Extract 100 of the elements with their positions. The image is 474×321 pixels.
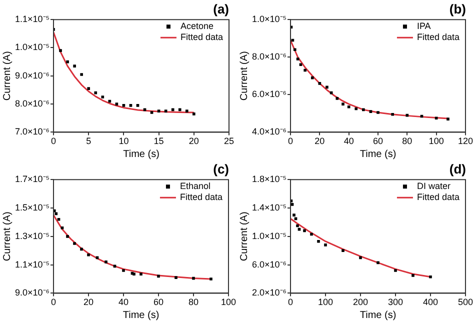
x-tick-label: 40 [344, 136, 354, 146]
point [324, 244, 327, 246]
point [342, 249, 344, 252]
point [80, 73, 83, 76]
x-tick-label: 0 [288, 297, 294, 308]
y-tick-label: 1.1×10⁻⁵ [14, 259, 50, 270]
y-tick-label: 1.3×10⁻⁵ [14, 230, 50, 241]
point [310, 76, 314, 80]
point [164, 110, 168, 112]
point [336, 97, 339, 100]
y-tick-label: 8.0×10⁻⁶ [252, 52, 287, 62]
x-tick-label: 80 [188, 297, 199, 308]
x-tick-label: 0 [288, 136, 294, 146]
point [317, 240, 320, 243]
x-tick-label: 10 [118, 136, 129, 146]
x-axis-title: Time (s) [123, 148, 160, 160]
x-tick-label: 100 [428, 136, 444, 146]
legend-label: Fitted data [180, 32, 224, 42]
point [296, 58, 300, 60]
legend-label: Fitted data [416, 192, 460, 202]
point [347, 105, 350, 108]
point [342, 102, 344, 106]
point [412, 274, 414, 277]
x-tick-label: 500 [458, 297, 474, 308]
y-tick-label: 9.0×10⁻⁶ [15, 70, 50, 80]
y-tick-label: 4.0×10⁻⁶ [252, 126, 287, 137]
point [60, 226, 64, 230]
point [391, 112, 394, 116]
point [293, 48, 296, 52]
legend-label: Acetone [180, 21, 214, 32]
legend-label: Fitted data [180, 192, 222, 202]
point [354, 107, 358, 110]
point [429, 275, 432, 278]
point [57, 218, 60, 221]
point [376, 111, 380, 114]
point [434, 116, 438, 120]
point [376, 261, 380, 264]
point [94, 91, 98, 94]
y-tick-label: 1.1×10⁻⁵ [14, 14, 50, 24]
x-tick-label: 20 [188, 136, 199, 146]
x-tick-label: 300 [388, 297, 404, 308]
y-tick-label: 1.7×10⁻⁵ [14, 174, 50, 184]
y-tick-label: 1.5×10⁻⁵ [14, 202, 50, 212]
y-axis-title: Current (A) [238, 212, 250, 262]
point [299, 63, 302, 66]
point [192, 112, 196, 116]
point [59, 49, 62, 52]
y-axis-title: Current (A) [2, 51, 13, 101]
point [359, 256, 362, 260]
y-tick-label: 6.0×10⁻⁶ [252, 89, 287, 100]
point [304, 68, 307, 72]
point [122, 269, 125, 272]
point [296, 224, 299, 228]
point [73, 242, 76, 245]
legend-label: Ethanol [180, 181, 210, 192]
y-tick-label: 1.0×10⁻⁵ [252, 230, 287, 241]
x-tick-label: 20 [314, 136, 325, 146]
x-tick-label: 100 [318, 297, 334, 308]
point [73, 64, 76, 68]
point [185, 110, 188, 112]
legend-label: IPA [416, 21, 431, 32]
x-axis-title: Time (s) [360, 310, 396, 321]
point [292, 214, 296, 217]
x-axis-title: Time (s) [360, 148, 396, 160]
x-tick-label: 0 [51, 136, 56, 146]
legend-label: DI water [416, 181, 450, 192]
y-tick-label: 2.0×10⁻⁶ [252, 288, 287, 298]
point [210, 278, 212, 280]
chart-title: (d) [449, 161, 466, 176]
y-tick-label: 1.4×10⁻⁵ [252, 202, 287, 212]
chart-title: (b) [449, 1, 466, 16]
y-tick-label: 9.0×10⁻⁶ [15, 288, 50, 298]
y-axis-title: Current (A) [2, 212, 13, 262]
point [136, 104, 140, 107]
point [140, 272, 142, 276]
point [192, 276, 195, 280]
x-tick-label: 80 [402, 136, 412, 146]
point [326, 86, 328, 89]
point [294, 217, 298, 220]
point [150, 111, 154, 114]
point [122, 104, 126, 107]
point [157, 110, 160, 112]
legend-label: Fitted data [416, 32, 460, 42]
point [303, 229, 306, 232]
point [174, 276, 178, 279]
point [80, 248, 83, 251]
point [171, 108, 174, 112]
point [310, 232, 313, 236]
y-tick-label: 1.0×10⁻⁵ [252, 14, 287, 24]
x-tick-label: 120 [458, 136, 474, 146]
x-tick-label: 60 [153, 297, 164, 308]
point [157, 274, 160, 278]
point [87, 253, 90, 256]
point [115, 102, 118, 106]
point [54, 212, 58, 216]
point [87, 87, 90, 90]
point [330, 91, 333, 94]
x-tick-label: 20 [84, 297, 94, 308]
point [318, 82, 322, 85]
x-axis-title: Time (s) [122, 310, 160, 321]
